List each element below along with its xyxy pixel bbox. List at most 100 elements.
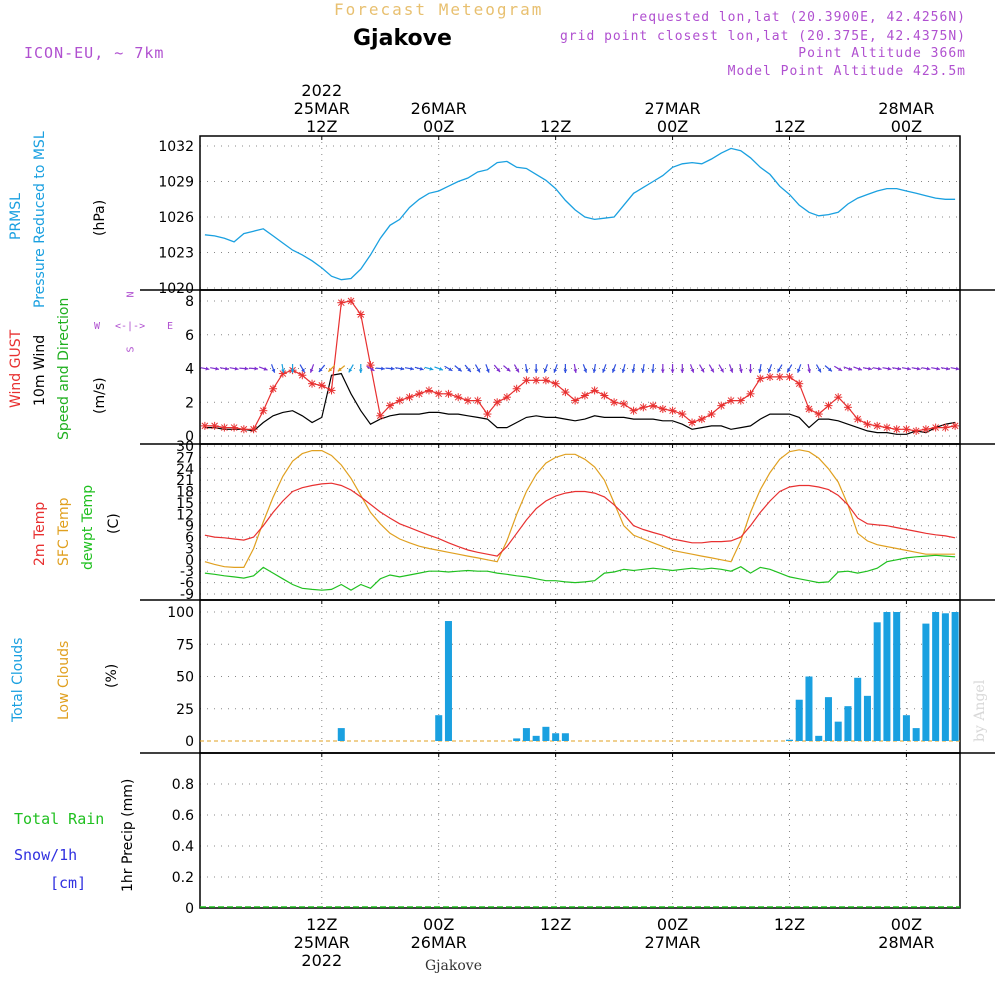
y-tick-label: 27	[176, 450, 194, 466]
bottom-time-label: 2022	[301, 951, 342, 970]
wind-arrow	[200, 366, 210, 371]
gust-marker	[629, 406, 638, 415]
cloud-bar	[815, 735, 823, 741]
grid-point-coords: grid point closest lon,lat (20.375E, 42.…	[559, 29, 966, 44]
wind-arrow	[641, 363, 646, 374]
wind-arrow	[543, 364, 549, 373]
gust-marker	[434, 389, 443, 398]
cloud-bar	[912, 728, 920, 741]
gust-marker	[610, 398, 619, 407]
wind-arrow	[931, 366, 941, 371]
y-tick-label: 0.6	[172, 808, 194, 824]
gust-marker	[230, 423, 239, 432]
gust-marker	[580, 391, 589, 400]
gust-marker	[921, 425, 930, 434]
wind-arrow	[309, 364, 315, 373]
gust-marker	[853, 415, 862, 424]
gust-marker	[834, 393, 843, 402]
wind-arrow	[911, 366, 921, 371]
cloud-bar	[542, 726, 550, 741]
wind-arrow	[660, 364, 665, 373]
panel-0: 1020 1023 1026 1029 1032	[158, 135, 961, 297]
wind-arrow	[950, 366, 960, 371]
wind-arrow	[464, 364, 472, 373]
wind-arrow	[375, 366, 385, 371]
wind-arrow	[728, 364, 734, 373]
bottom-time-label: 12Z	[774, 915, 805, 934]
bottom-time-label: 12Z	[306, 915, 337, 934]
gust-marker	[210, 421, 219, 430]
wind-arrow	[758, 363, 762, 374]
cloud-bar	[824, 697, 832, 741]
y-tick-label: 24	[176, 462, 194, 478]
wind-arrow	[815, 364, 822, 373]
cloud-bar	[902, 715, 910, 741]
wind-arrow	[631, 363, 636, 374]
gust-marker	[843, 403, 852, 412]
wind-arrow	[229, 366, 239, 371]
wind-arrow	[718, 364, 725, 373]
gust-marker	[337, 298, 346, 307]
wind-arrow	[807, 363, 812, 374]
cloud-bar	[873, 622, 881, 741]
wind-arrow	[602, 364, 607, 373]
y-tick-label: 1023	[158, 246, 194, 262]
top-time-label: 28MAR	[878, 99, 934, 118]
wind-arrow	[680, 364, 685, 373]
panel-4: 0 0.2 0.4 0.6 0.8	[172, 752, 961, 917]
wind-arrow	[921, 366, 931, 371]
gust-marker	[941, 423, 950, 432]
cloud-bar	[922, 623, 930, 741]
gust-marker	[220, 423, 229, 432]
wind-arrow	[474, 364, 481, 373]
bottom-time-label: 00Z	[891, 915, 922, 934]
gust-marker	[892, 425, 901, 434]
wind-arrow	[582, 364, 588, 373]
wind-arrow	[611, 364, 617, 373]
gust-marker	[727, 396, 736, 405]
y-tick-label: 12	[176, 507, 194, 523]
wind-arrow	[404, 366, 415, 371]
y-tick-label: -3	[180, 564, 194, 580]
gust-marker	[512, 384, 521, 393]
bottom-time-label: 00Z	[423, 915, 454, 934]
wind-arrow	[776, 364, 783, 373]
cloud-bar	[893, 612, 901, 741]
gust-marker	[298, 371, 307, 380]
compass-arrows: <-|->	[115, 321, 146, 332]
wind-arrow	[563, 364, 568, 373]
gust-marker	[483, 410, 492, 419]
top-time-label: 26MAR	[411, 99, 467, 118]
y-tick-label: 0.2	[172, 870, 194, 886]
wind-arrow	[940, 366, 950, 371]
cloud-bar	[435, 715, 443, 741]
wind-arrow	[592, 363, 597, 374]
pressure-line	[204, 147, 956, 281]
gust-marker	[424, 386, 433, 395]
top-time-label: 2022	[301, 81, 342, 100]
gust-marker	[639, 403, 648, 412]
y-tick-label: 0	[185, 734, 194, 750]
gust-marker	[873, 421, 882, 430]
snow-label: Snow/1h	[14, 846, 78, 864]
temp2m-line	[204, 482, 956, 557]
cloud-bar	[941, 613, 949, 741]
y-tick-label: -6	[180, 576, 194, 592]
requested-coords: requested lon,lat (20.3900E, 42.4256N)	[630, 10, 966, 25]
gust-marker	[707, 410, 716, 419]
gust-marker	[473, 396, 482, 405]
cloud-bar	[951, 612, 959, 741]
model-label: ICON-EU, ~ 7km	[24, 44, 165, 62]
gust-marker	[356, 310, 365, 319]
y-tick-label: 50	[176, 670, 194, 686]
gust-marker	[532, 376, 541, 385]
bottom-time-label: 00Z	[657, 915, 688, 934]
gust-marker	[249, 425, 258, 434]
wind-arrow	[872, 366, 882, 371]
top-time-label: 00Z	[657, 117, 688, 136]
cloud-bar	[337, 728, 345, 741]
wind-arrow	[748, 364, 753, 373]
cloud-bar	[854, 677, 862, 741]
bottom-time-label: 26MAR	[411, 933, 467, 952]
